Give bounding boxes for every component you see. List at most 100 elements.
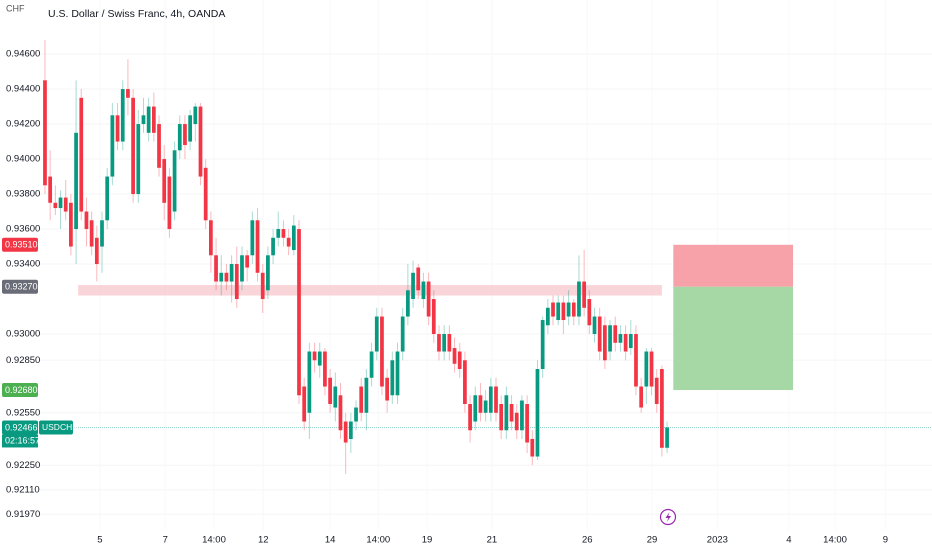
x-tick-label: 14 (325, 535, 336, 546)
y-tick-label: 0.92250 (6, 460, 40, 471)
candle-body (587, 299, 592, 326)
x-tick-label: 7 (163, 535, 168, 546)
candle-body (613, 325, 618, 343)
candle-body (437, 334, 441, 352)
alert-icon[interactable] (659, 508, 677, 526)
candle-body (483, 400, 488, 413)
candle-body (255, 220, 260, 273)
y-tick-label: 0.94400 (6, 84, 40, 95)
candle-body (297, 229, 301, 396)
candle-body (406, 290, 410, 317)
candle-body (338, 395, 343, 431)
candle-body (577, 281, 581, 317)
x-tick-label: 14:00 (366, 535, 390, 546)
price-tag (2, 383, 38, 398)
candle-body (421, 281, 426, 300)
support-zone (78, 285, 662, 296)
candle-body (224, 272, 229, 282)
candle-body (411, 272, 415, 300)
candle-body (520, 400, 524, 431)
candle-body (48, 176, 53, 203)
candle-body (571, 302, 576, 317)
price-tag-label: 0.92466 (5, 422, 38, 432)
price-tag (2, 420, 38, 435)
candle-body (79, 97, 84, 212)
price-tag-label: 0.93510 (5, 240, 38, 250)
countdown-label: 02:16:57 (5, 435, 40, 445)
candle-body (468, 404, 472, 431)
price-tag (2, 279, 38, 294)
candle-body (556, 302, 561, 321)
candle-body (167, 176, 172, 230)
price-tag-label: 0.93270 (5, 282, 38, 292)
candle-body (442, 334, 447, 352)
candle-body (317, 351, 322, 366)
candle-body (514, 412, 519, 431)
y-tick-label: 0.92110 (6, 484, 40, 495)
y-tick-label: 0.94600 (6, 49, 40, 60)
candle-body (219, 272, 224, 282)
x-tick-label: 2023 (707, 535, 728, 546)
candle-body (561, 302, 566, 321)
candle-body (100, 220, 104, 247)
candle-body (240, 255, 244, 282)
candle-body (286, 237, 291, 247)
candle-body (494, 386, 498, 413)
candle-body (276, 229, 281, 238)
x-tick-label: 26 (582, 535, 593, 546)
candle-body (162, 159, 167, 203)
candle-body (431, 299, 436, 335)
candle-body (665, 427, 669, 448)
candle-body (343, 421, 348, 443)
candle-body (660, 369, 664, 448)
candle-body (551, 302, 555, 317)
candle-body (84, 211, 89, 230)
candle-body (328, 377, 332, 405)
candle-body (644, 351, 649, 387)
y-tick-label: 0.94200 (6, 119, 40, 130)
plot-layer (43, 40, 669, 475)
candle-body (115, 115, 120, 142)
candle-body (354, 407, 358, 422)
y-tick-label: 0.94000 (6, 154, 40, 165)
candle-body (608, 325, 612, 352)
candle-body (229, 264, 234, 282)
candle-body (504, 395, 509, 431)
x-tick-label: 14:00 (823, 535, 847, 546)
candle-body (618, 334, 623, 343)
candle-body (105, 176, 110, 221)
candle-body (151, 106, 156, 133)
candle-body (380, 316, 384, 387)
countdown-tag (2, 434, 38, 448)
candle-body (509, 404, 514, 422)
x-tick-label: 9 (883, 535, 888, 546)
candle-body (654, 377, 659, 405)
candle-body (597, 316, 602, 352)
candle-body (426, 281, 431, 317)
symbol-tag-label: USDCHF (42, 422, 77, 432)
candle-body (312, 351, 317, 361)
x-tick-label: 19 (422, 535, 433, 546)
candle-body (89, 220, 94, 247)
axis-unit: CHF (6, 3, 25, 13)
stop-zone (673, 244, 794, 287)
candle-body (545, 307, 550, 326)
candle-body (43, 80, 47, 186)
x-tick-label: 29 (647, 535, 658, 546)
candle-body (234, 264, 239, 300)
candle-body (250, 220, 255, 256)
candle-body (126, 89, 130, 98)
candle-body (592, 316, 597, 335)
candle-body (214, 255, 218, 282)
candle-body (323, 351, 327, 387)
candle-body (639, 386, 644, 408)
candle-body (457, 351, 462, 370)
y-tick-label: 0.91970 (6, 509, 40, 520)
candle-body (603, 325, 607, 361)
candle-body (374, 316, 379, 352)
candle-body (348, 421, 353, 440)
candle-body (266, 255, 270, 291)
x-tick-label: 12 (258, 535, 269, 546)
candle-body (245, 255, 250, 268)
candle-body (203, 167, 208, 221)
